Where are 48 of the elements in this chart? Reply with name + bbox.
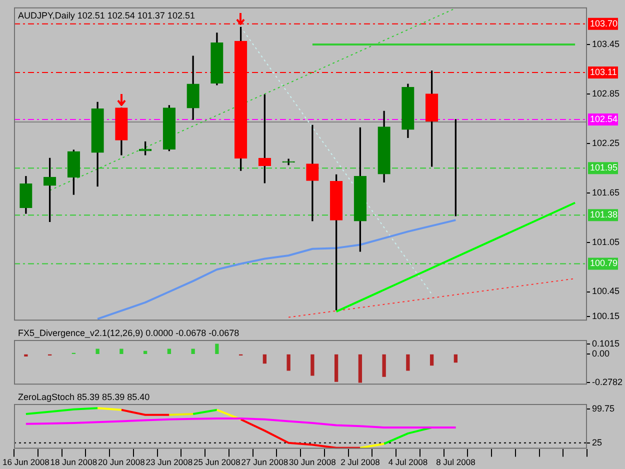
ref-line-label: 100.79	[590, 258, 618, 268]
y-tick-label: 101.05	[592, 236, 620, 247]
y-tick-label: 100.15	[592, 310, 620, 321]
bar	[382, 354, 386, 377]
x-tick-label: 20 Jun 2008	[98, 457, 146, 468]
bar	[454, 354, 458, 363]
x-tick-label: 23 Jun 2008	[146, 457, 193, 468]
x-tick-label: 8 Jul 2008	[436, 457, 476, 468]
bar	[358, 354, 362, 383]
x-tick-label: 30 Jun 2008	[289, 457, 336, 468]
x-tick-label: 27 Jun 2008	[241, 457, 288, 468]
bar	[430, 354, 434, 366]
ref-line-label: 101.38	[590, 210, 618, 220]
chart-title: FX5_Divergence_v2.1(12,26,9) 0.0000 -0.0678 -0.0678	[18, 328, 240, 338]
y-tick-label: 99.75	[592, 404, 615, 414]
x-tick-label: 25 Jun 2008	[194, 457, 241, 468]
bar	[334, 354, 338, 382]
bar	[24, 354, 28, 357]
x-tick-label: 2 Jul 2008	[340, 457, 380, 468]
x-tick-label: 16 Jun 2008	[2, 457, 50, 468]
bar	[191, 348, 195, 354]
y-tick-label: 0.00	[592, 348, 610, 359]
ref-line-label: 101.95	[590, 162, 618, 173]
y-tick-label: 103.45	[592, 38, 620, 49]
y-tick-label: 102.85	[592, 88, 620, 98]
y-tick-label: -0.2782	[592, 376, 623, 387]
candlestick	[282, 158, 295, 166]
candlestick	[306, 124, 319, 222]
chart-title: ZeroLagStoch 85.39 85.39 85.40	[18, 392, 150, 402]
bar	[406, 354, 410, 371]
y-tick-label: 102.25	[592, 138, 620, 148]
ref-line-label: 103.70	[590, 18, 618, 28]
bar	[286, 354, 290, 371]
x-tick-label: 18 Jun 2008	[50, 457, 98, 468]
bar	[310, 354, 314, 376]
ref-line-label: 103.11	[590, 66, 617, 77]
bar	[120, 348, 124, 354]
bar	[262, 354, 267, 364]
bar	[215, 344, 219, 354]
y-tick-label: 100.45	[592, 286, 620, 296]
y-tick-label: 0.1015	[592, 338, 620, 348]
bar	[167, 348, 172, 354]
y-tick-label: 101.65	[592, 187, 620, 198]
x-tick-label: 4 Jul 2008	[388, 457, 428, 468]
y-tick-label: 25	[592, 437, 602, 448]
ref-line-label: 102.54	[590, 114, 618, 124]
bar	[96, 348, 100, 354]
chart-title: AUDJPY,Daily 102.51 102.54 101.37 102.51	[18, 10, 195, 20]
